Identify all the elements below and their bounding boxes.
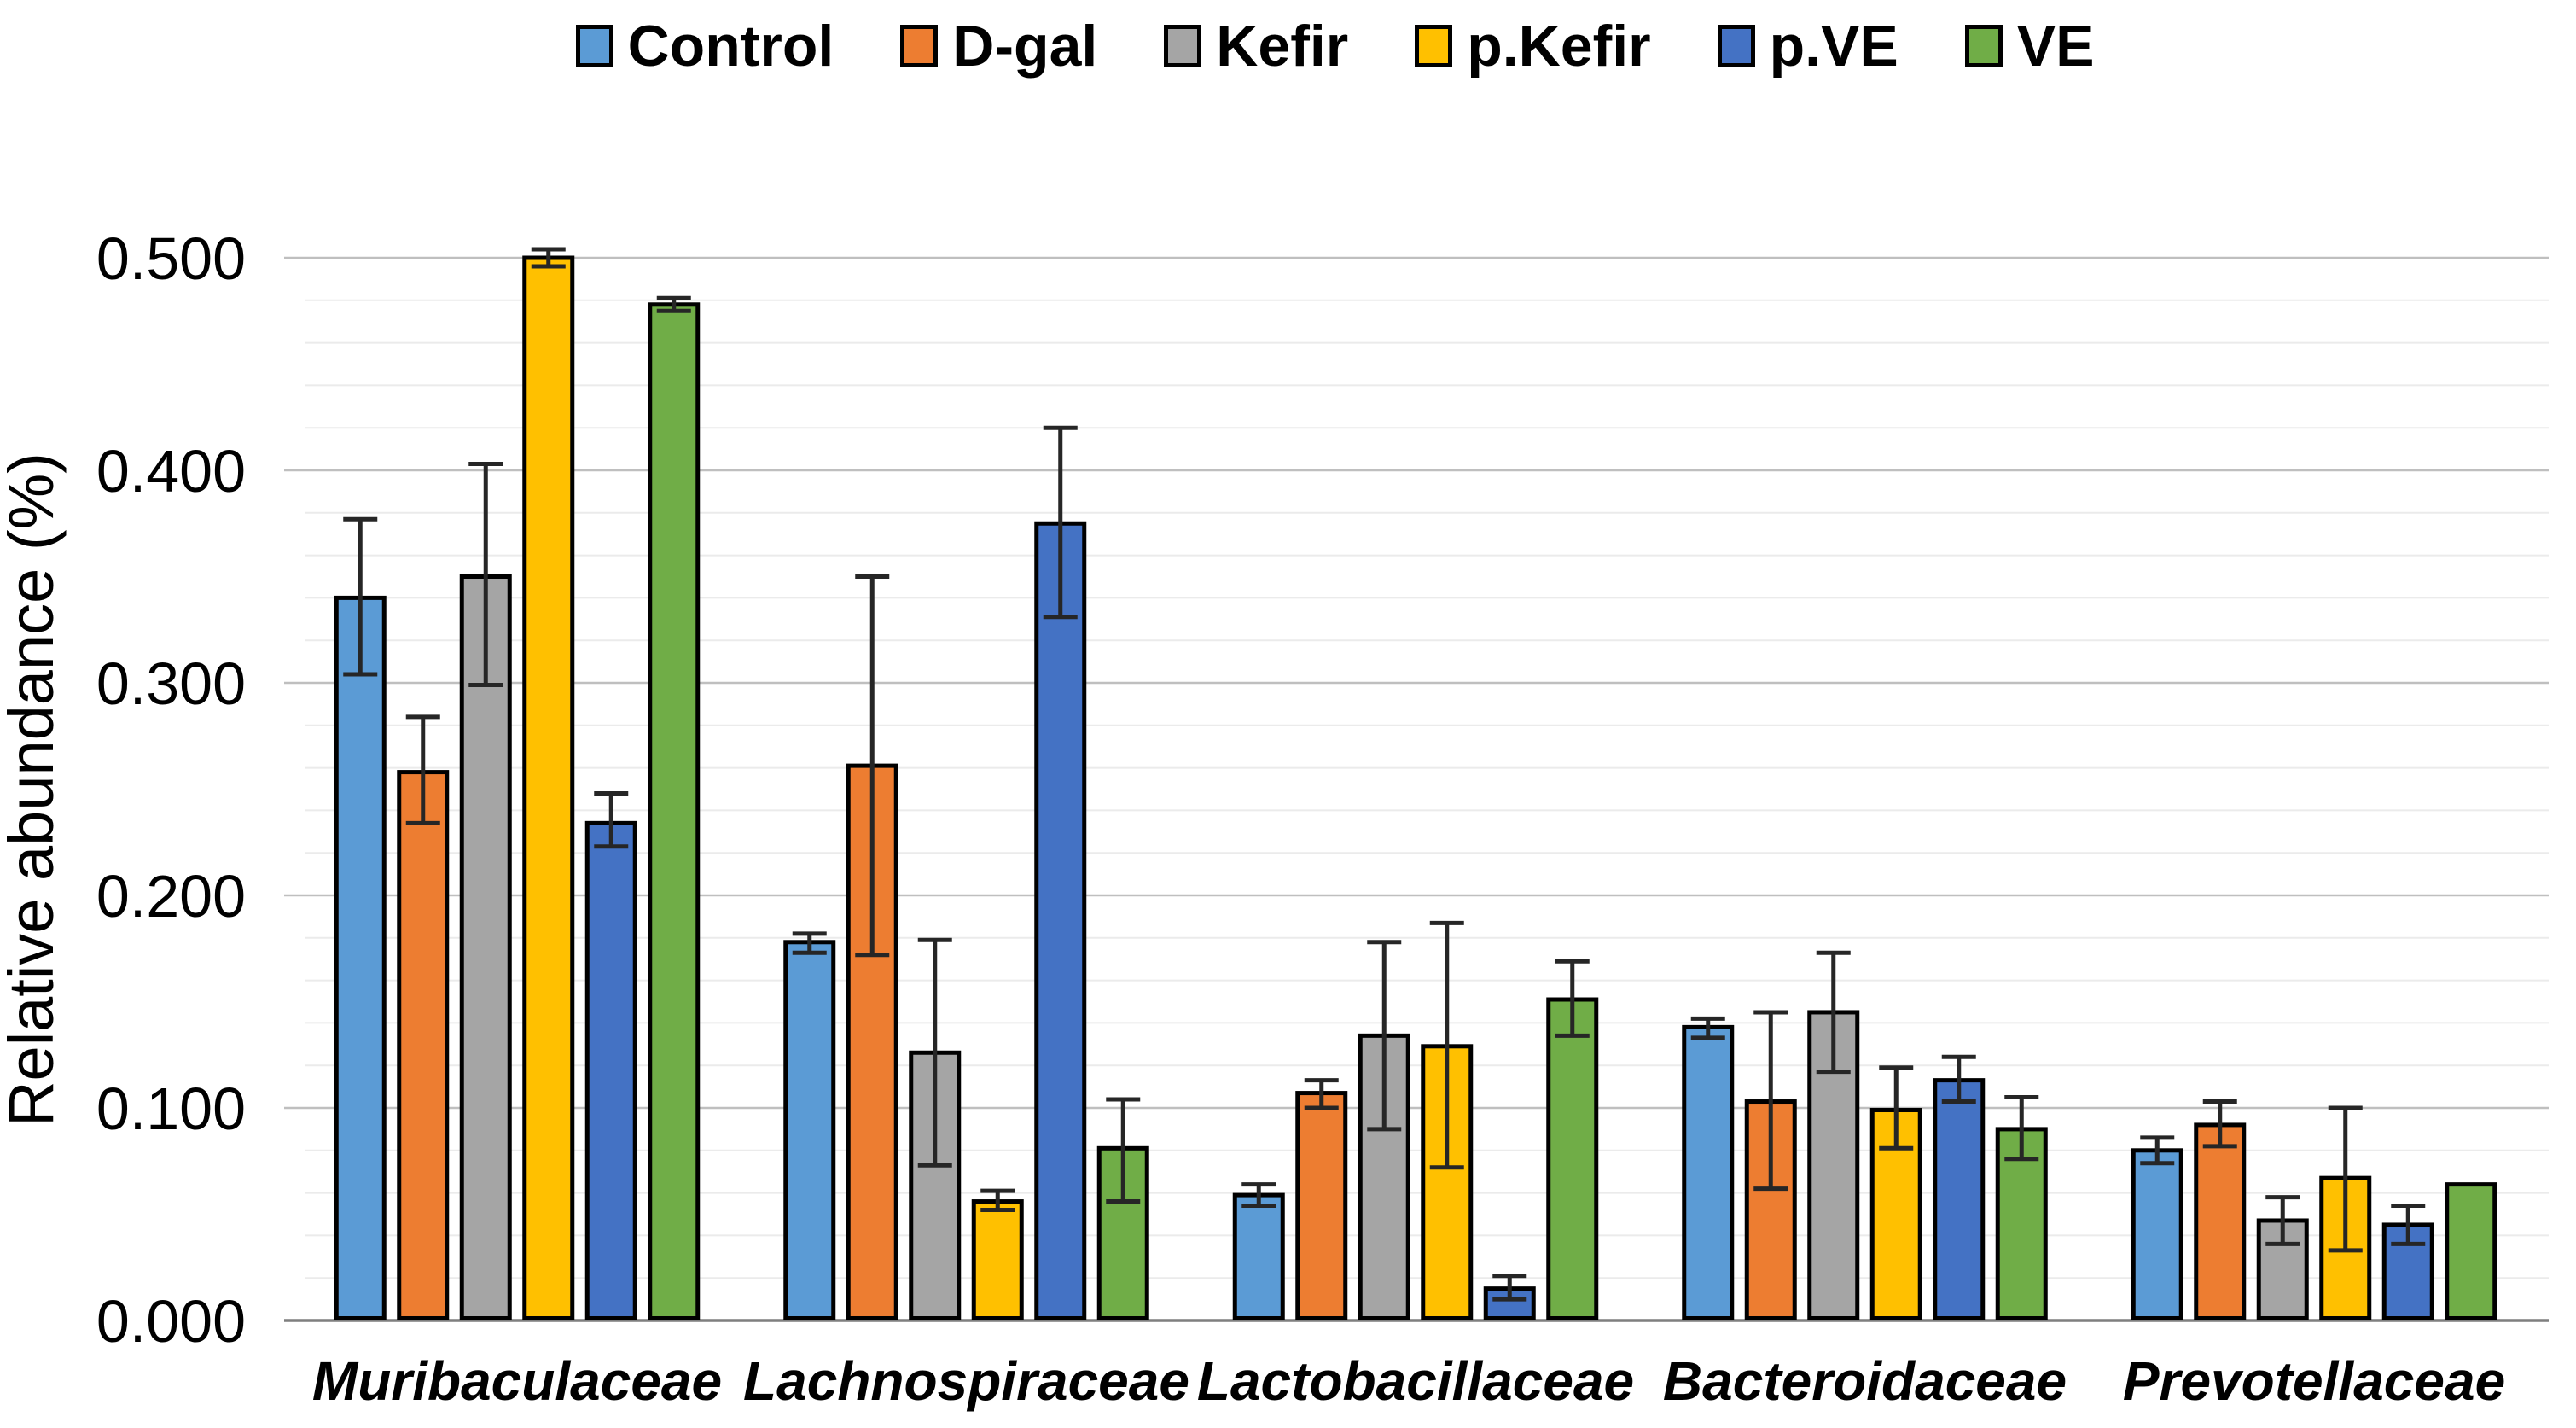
error-bar-p.VE-Prevotellaceae [2391,1204,2426,1246]
error-bar-Kefir-Lachnospiraceae [917,937,952,1168]
error-bar-D-gal-Bacteroidaceae [1753,1010,1788,1192]
error-bar-p.VE-Lachnospiraceae [1043,425,1078,620]
error-bar-p.Kefir-Muribaculaceae [531,247,566,269]
error-bar-p.Kefir-Bacteroidaceae [1879,1065,1914,1151]
bar-p.VE-Bacteroidaceae [1933,1078,1986,1320]
bar-Control-Bacteroidaceae [1682,1024,1735,1320]
legend-label: VE [2016,14,2095,79]
bar-p.Kefir-Muribaculaceae [522,255,575,1320]
error-bar-VE-Bacteroidaceae [2004,1095,2039,1162]
bar-D-gal-Bacteroidaceae [1744,1099,1797,1321]
bar-VE-Muribaculaceae [648,302,701,1320]
bar-D-gal-Muribaculaceae [397,770,450,1320]
bar-Kefir-Muribaculaceae [459,574,512,1320]
legend: Control D-gal Kefir p.Kefir p.VE VE [47,17,2576,75]
bar-Control-Lachnospiraceae [783,940,836,1321]
legend-label: p.Kefir [1467,14,1651,79]
error-bar-Control-Muribaculaceae [343,516,378,677]
legend-item-VE: VE [1964,14,2095,79]
x-category-label-Lachnospiraceae: Lachnospiraceae [743,1350,1189,1412]
error-bar-Control-Prevotellaceae [2140,1135,2175,1166]
legend-label: Control [627,14,834,79]
bar-p.VE-Lachnospiraceae [1034,521,1087,1320]
error-bar-Control-Bacteroidaceae [1690,1016,1725,1040]
error-bar-p.Kefir-Lactobacillaceae [1429,920,1464,1170]
error-bar-D-gal-Prevotellaceae [2202,1099,2237,1149]
legend-swatch-icon [900,25,939,67]
x-category-label-Lactobacillaceae: Lactobacillaceae [1197,1350,1634,1412]
y-tick-label: 0.300 [96,650,246,717]
bar-p.Kefir-Lachnospiraceae [971,1199,1024,1321]
x-category-label-Prevotellaceae: Prevotellaceae [2123,1350,2505,1412]
y-axis-title: Relative abundance (%) [0,452,67,1127]
error-bar-Control-Lachnospiraceae [792,931,827,955]
error-bar-p.VE-Lactobacillaceae [1492,1274,1527,1302]
legend-label: Kefir [1216,14,1349,79]
error-bar-VE-Muribaculaceae [656,295,691,313]
bar-D-gal-Lactobacillaceae [1295,1091,1348,1320]
bar-VE-Lactobacillaceae [1546,997,1599,1320]
error-bar-p.VE-Bacteroidaceae [1941,1054,1976,1105]
legend-swatch-icon [1964,25,2003,67]
legend-item-Control: Control [575,14,834,79]
legend-item-D-gal: D-gal [900,17,1097,75]
error-bar-VE-Lactobacillaceae [1555,959,1590,1038]
legend-item-p.Kefir: p.Kefir [1415,14,1651,79]
error-bar-Kefir-Prevotellaceae [2265,1195,2300,1246]
error-bar-Kefir-Lactobacillaceae [1367,940,1402,1132]
bar-Control-Muribaculaceae [334,595,387,1320]
legend-swatch-icon [1164,25,1202,67]
legend-swatch-icon [575,25,613,67]
error-bar-VE-Lachnospiraceae [1106,1097,1141,1204]
bar-VE-Prevotellaceae [2445,1182,2497,1321]
bar-p.VE-Muribaculaceae [584,820,637,1320]
x-category-label-Muribaculaceae: Muribaculaceae [312,1350,722,1412]
y-tick-label: 0.100 [96,1075,246,1142]
bar-Control-Lactobacillaceae [1232,1192,1285,1320]
x-category-label-Bacteroidaceae: Bacteroidaceae [1663,1350,2067,1412]
legend-swatch-icon [1415,25,1453,67]
error-bar-Kefir-Muribaculaceae [468,462,503,687]
error-bar-layer [343,247,2426,1302]
bar-Control-Prevotellaceae [2131,1148,2183,1321]
legend-label: p.VE [1769,14,1899,79]
legend-label: D-gal [952,14,1098,79]
error-bar-D-gal-Muribaculaceae [405,714,440,825]
error-bar-Kefir-Bacteroidaceae [1816,950,1851,1075]
label-layer: 0.000 0.100 0.200 0.300 0.400 0.500 Muribacula… [96,225,2505,1412]
error-bar-p.Kefir-Lachnospiraceae [980,1188,1015,1213]
bar-p.Kefir-Lactobacillaceae [1421,1044,1474,1321]
error-bar-Control-Lactobacillaceae [1241,1182,1276,1209]
y-tick-label: 0.200 [96,863,246,930]
error-bar-D-gal-Lactobacillaceae [1304,1078,1339,1110]
y-tick-label: 0.000 [96,1288,246,1355]
bar-layer [334,255,2497,1321]
legend-swatch-icon [1717,25,1755,67]
legend-item-p.VE: p.VE [1717,14,1899,79]
error-bar-D-gal-Lachnospiraceae [855,574,890,958]
error-bar-p.Kefir-Prevotellaceae [2328,1105,2363,1253]
legend-item-Kefir: Kefir [1164,17,1348,75]
error-bar-p.VE-Muribaculaceae [594,790,629,849]
y-tick-label: 0.500 [96,225,246,292]
bar-D-gal-Prevotellaceae [2194,1122,2247,1321]
y-tick-label: 0.400 [96,438,246,504]
